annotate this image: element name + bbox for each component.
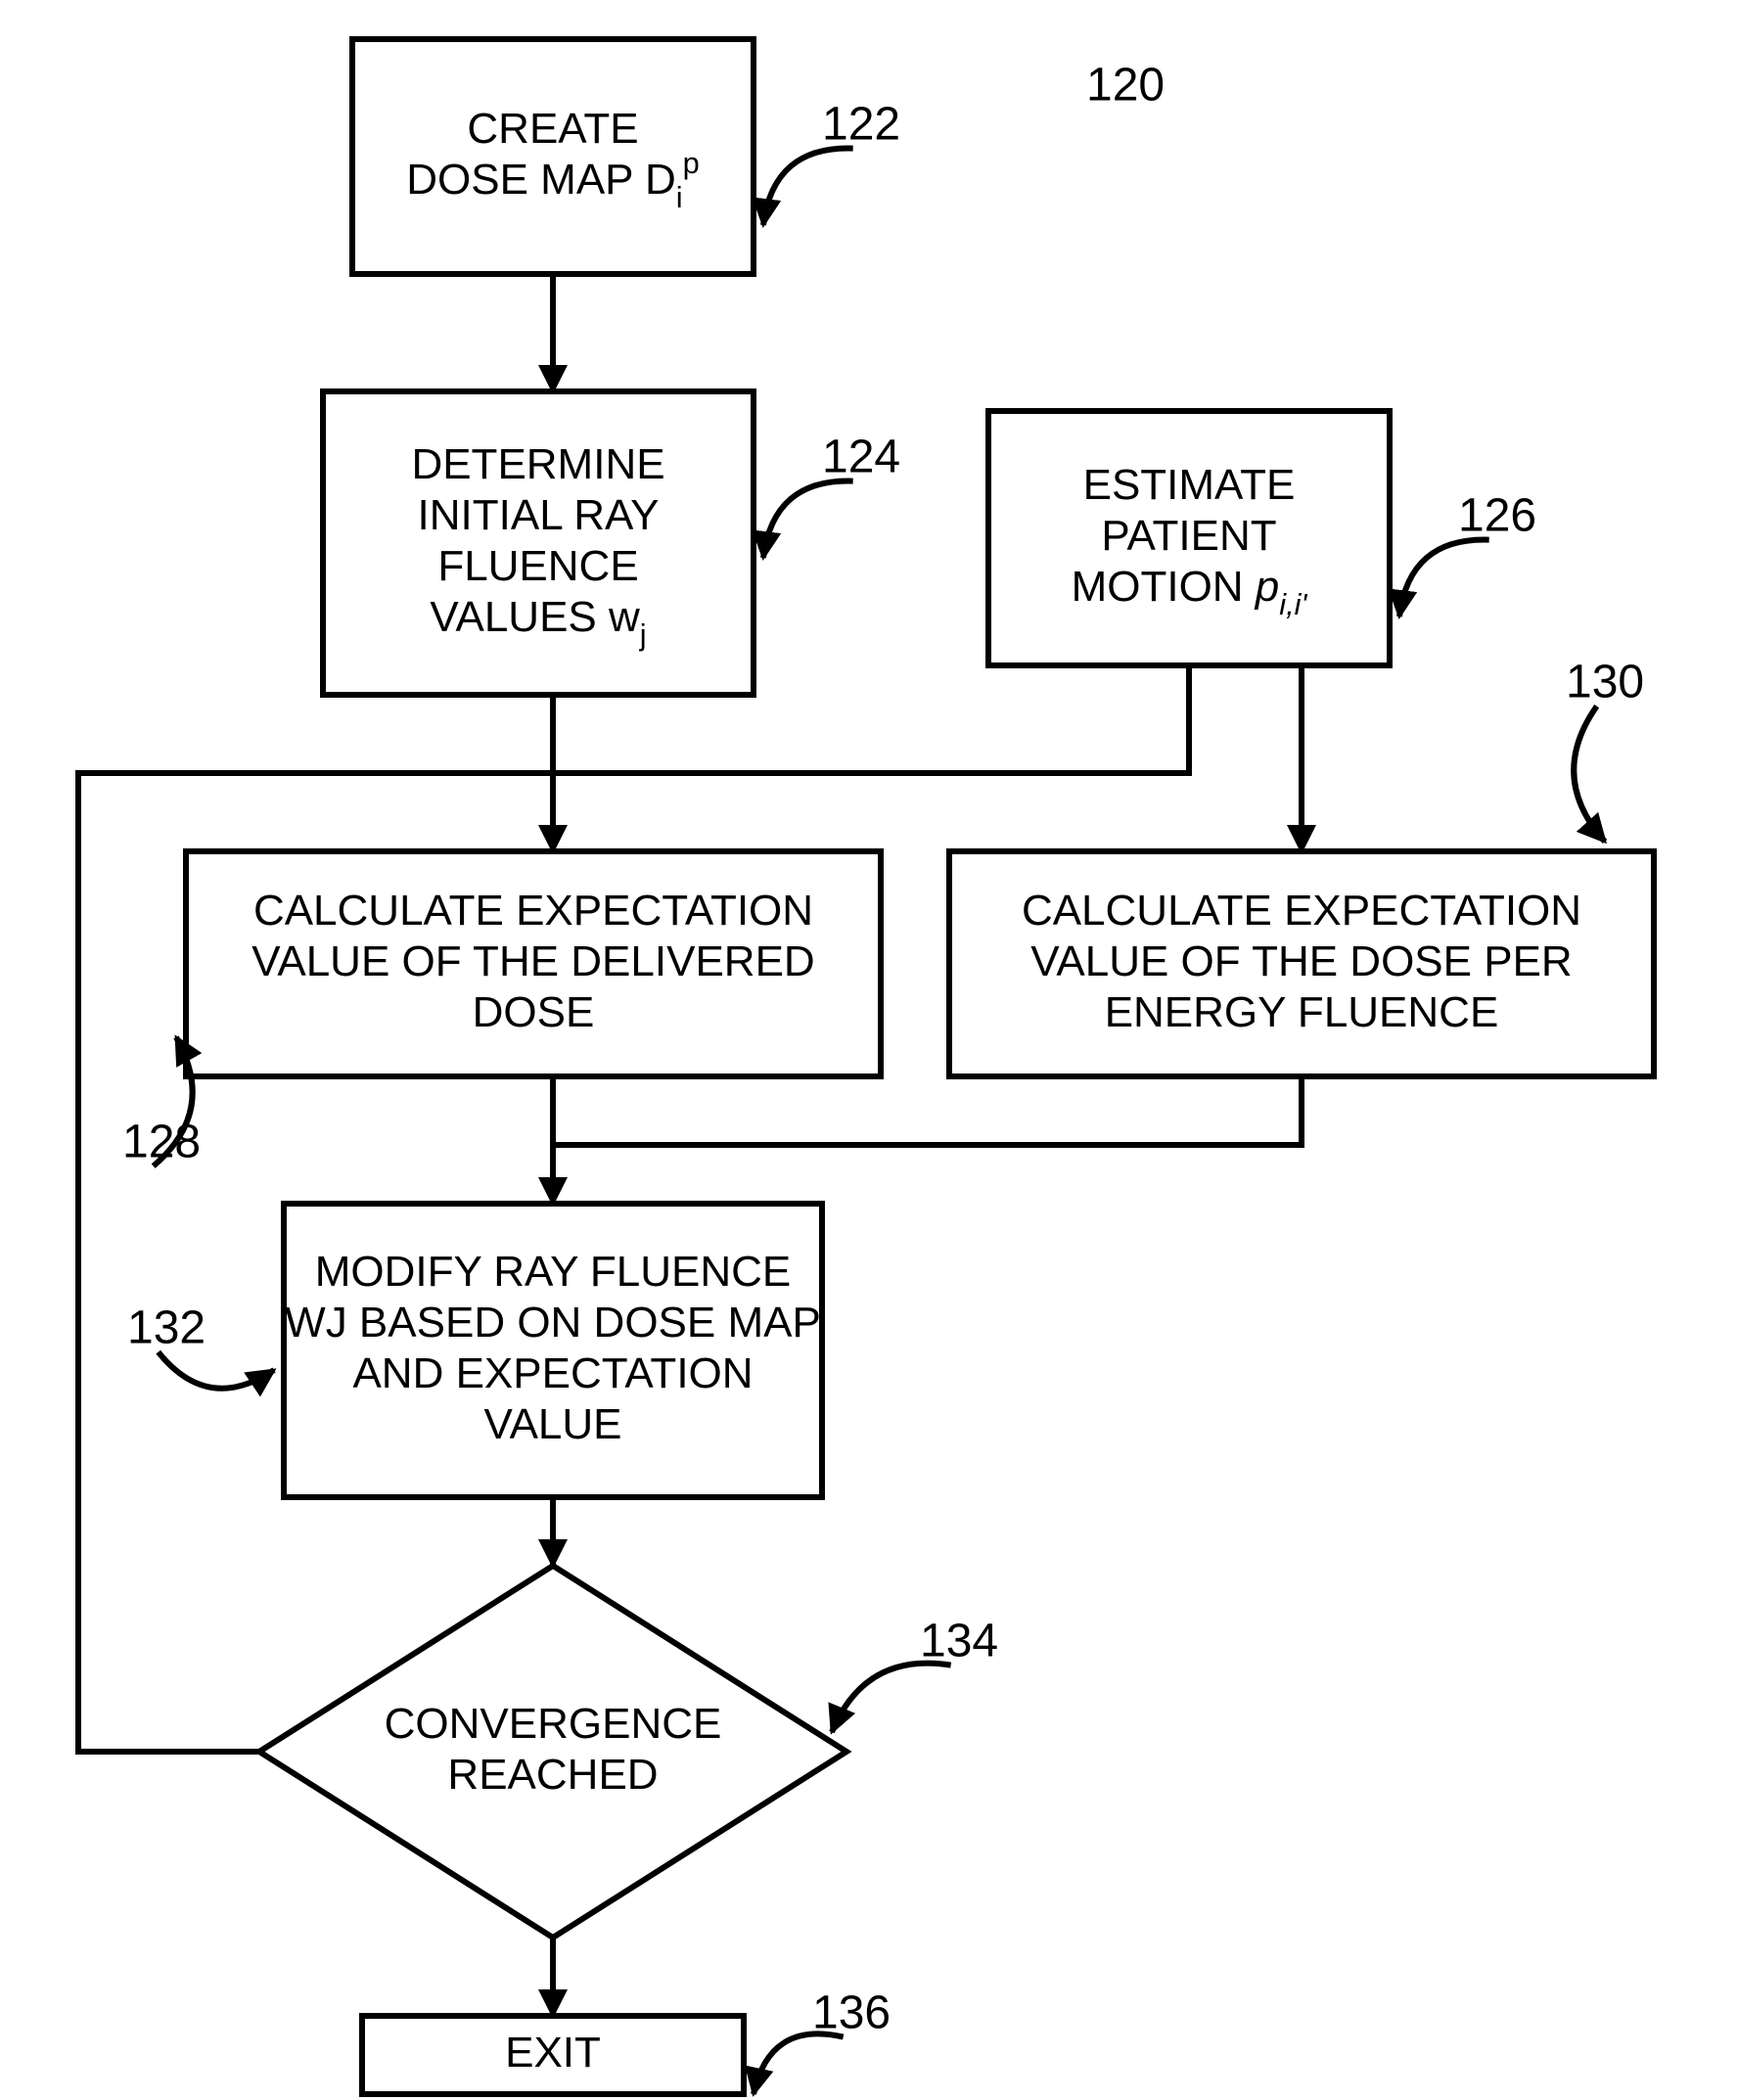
svg-text:ESTIMATEPATIENTMOTION pi,i': ESTIMATEPATIENTMOTION pi,i' <box>1072 461 1308 621</box>
flow-node-n132: MODIFY RAY FLUENCEWJ BASED ON DOSE MAPAN… <box>284 1204 822 1497</box>
flow-node-n122: CREATEDOSE MAP Dip <box>352 39 754 274</box>
svg-text:126: 126 <box>1458 490 1536 542</box>
ref-label-l130: 130 <box>1566 657 1644 842</box>
flow-node-n136: EXIT <box>362 2016 744 2094</box>
svg-text:EXIT: EXIT <box>505 2029 601 2077</box>
ref-label-l132: 132 <box>127 1302 274 1389</box>
svg-text:124: 124 <box>822 432 900 483</box>
flow-node-n126: ESTIMATEPATIENTMOTION pi,i' <box>988 411 1390 665</box>
flow-node-n128: CALCULATE EXPECTATIONVALUE OF THE DELIVE… <box>186 851 881 1076</box>
svg-text:132: 132 <box>127 1302 206 1354</box>
ref-label-l124: 124 <box>763 432 900 558</box>
svg-text:134: 134 <box>920 1616 998 1667</box>
flow-node-n134: CONVERGENCEREACHED <box>259 1566 846 1938</box>
ref-label-l122: 122 <box>763 99 900 225</box>
ref-label-l136: 136 <box>754 1987 891 2094</box>
svg-text:CALCULATE EXPECTATIONVALUE OF: CALCULATE EXPECTATIONVALUE OF THE DOSE P… <box>1022 887 1581 1036</box>
svg-text:DETERMINEINITIAL RAYFLUENCEVAL: DETERMINEINITIAL RAYFLUENCEVALUES wj <box>411 440 664 652</box>
svg-text:120: 120 <box>1086 60 1165 112</box>
ref-label-l134: 134 <box>832 1616 998 1732</box>
flow-node-n124: DETERMINEINITIAL RAYFLUENCEVALUES wj <box>323 391 754 695</box>
edge <box>553 1076 1302 1145</box>
flow-node-n130: CALCULATE EXPECTATIONVALUE OF THE DOSE P… <box>949 851 1654 1076</box>
ref-label-l126: 126 <box>1399 490 1536 616</box>
ref-label-l120: 120 <box>1086 60 1165 112</box>
svg-text:122: 122 <box>822 99 900 151</box>
svg-text:130: 130 <box>1566 657 1644 708</box>
